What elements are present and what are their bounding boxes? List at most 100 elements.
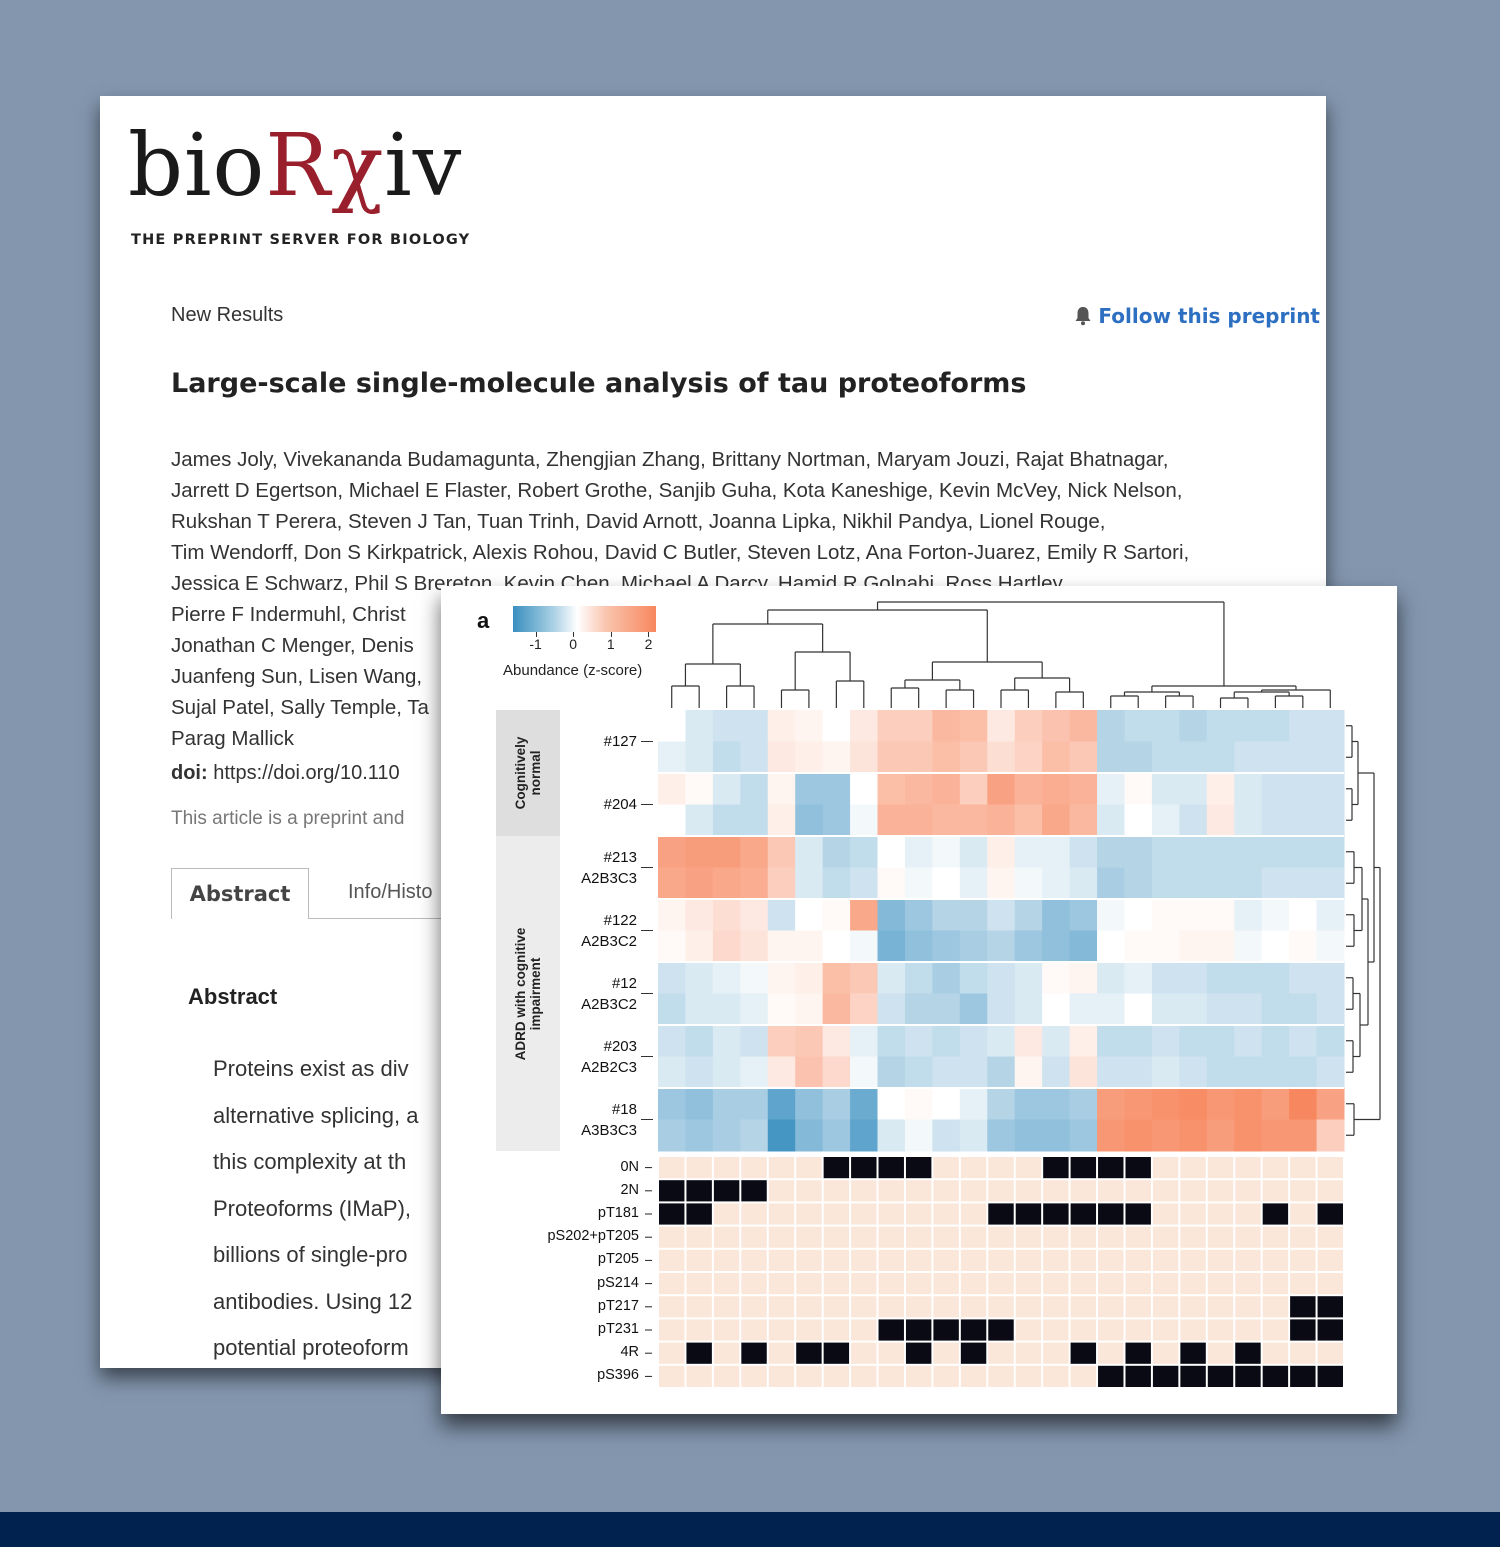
- heatmap-cell: [1069, 773, 1098, 805]
- group-label: ADRD with cognitive impairment: [513, 927, 543, 1060]
- colorbar-tick: [648, 632, 650, 637]
- heatmap-cell: [712, 741, 741, 774]
- biorxiv-logo[interactable]: bioRχiv: [128, 116, 463, 216]
- heatmap-cell: [1234, 710, 1263, 742]
- heatmap-cell: [685, 741, 714, 774]
- feature-cell: [1152, 1365, 1179, 1387]
- heatmap-cell: [795, 741, 824, 774]
- feature-cell: [1207, 1157, 1234, 1179]
- feature-cell: [686, 1342, 712, 1364]
- feature-cell: [960, 1157, 987, 1179]
- feature-cell: [851, 1180, 877, 1202]
- heatmap-cell: [1042, 867, 1071, 900]
- heatmap-cell: [767, 773, 796, 805]
- heatmap-cell: [740, 741, 769, 774]
- heatmap-cell: [712, 836, 741, 868]
- feature-cell: [1262, 1365, 1289, 1387]
- heatmap-cell: [1097, 1056, 1125, 1089]
- heatmap-cell: [1014, 962, 1043, 994]
- heatmap-cell: [1289, 1025, 1318, 1057]
- heatmap-cell: [767, 1056, 796, 1089]
- feature-cell: [1125, 1365, 1151, 1387]
- heatmap-cell: [1124, 1025, 1153, 1057]
- feature-cell: [1317, 1273, 1343, 1295]
- feature-cell: [933, 1273, 959, 1295]
- heatmap-cell: [1234, 836, 1263, 868]
- heatmap-cell: [932, 993, 961, 1026]
- feature-cell: [1070, 1365, 1097, 1387]
- feature-cell: [878, 1157, 904, 1179]
- feature-label: pT231: [597, 1321, 639, 1337]
- feature-cell: [960, 1180, 987, 1202]
- feature-cell: [1317, 1203, 1343, 1225]
- feature-cell: [796, 1180, 822, 1202]
- heatmap-cell: [1042, 1025, 1071, 1057]
- heatmap-cell: [685, 993, 714, 1026]
- heatmap-cell: [1014, 773, 1043, 805]
- feature-cell: [741, 1296, 767, 1318]
- feature-cell: [741, 1342, 767, 1364]
- heatmap-cell: [685, 1025, 714, 1057]
- heatmap-cell: [1069, 1088, 1098, 1120]
- heatmap-cell: [959, 710, 988, 742]
- feature-cell: [659, 1342, 685, 1364]
- heatmap-cell: [1069, 1056, 1098, 1089]
- heatmap-cell: [987, 867, 1016, 900]
- feature-cell: [1207, 1180, 1234, 1202]
- feature-cell: [741, 1319, 767, 1341]
- feature-cell: [713, 1249, 740, 1271]
- author-line: James Joly, Vivekananda Budamagunta, Zhe…: [171, 448, 1169, 471]
- feature-cell: [988, 1157, 1014, 1179]
- heatmap-cell: [1179, 867, 1208, 900]
- feature-cell: [1290, 1203, 1316, 1225]
- heatmap-cell: [1124, 1088, 1153, 1120]
- heatmap-cell: [1124, 773, 1153, 805]
- feature-cell: [1098, 1180, 1124, 1202]
- abstract-text: Proteins exist as div alternative splici…: [213, 1046, 418, 1368]
- feature-cell: [851, 1249, 877, 1271]
- heatmap-cell: [740, 1119, 769, 1152]
- feature-cell: [768, 1319, 795, 1341]
- feature-cell: [1125, 1319, 1151, 1341]
- follow-preprint-link[interactable]: Follow this preprint: [1074, 304, 1320, 328]
- heatmap-cell: [959, 1056, 988, 1089]
- feature-cell: [1317, 1365, 1343, 1387]
- heatmap-cell: [959, 867, 988, 900]
- feature-cell: [1125, 1273, 1151, 1295]
- feature-cell: [933, 1249, 959, 1271]
- heatmap-cell: [1261, 773, 1290, 805]
- heatmap-cell: [1179, 836, 1208, 868]
- heatmap-cell: [1316, 930, 1345, 963]
- feature-cell: [823, 1249, 850, 1271]
- heatmap-cell: [1097, 741, 1125, 774]
- heatmap-cell: [1206, 899, 1235, 931]
- heatmap-cell: [1179, 993, 1208, 1026]
- doi-link[interactable]: https://doi.org/10.110: [213, 762, 400, 784]
- feature-cell: [823, 1180, 850, 1202]
- feature-cell: [1152, 1180, 1179, 1202]
- abstract-line: potential proteoform: [213, 1335, 409, 1360]
- feature-cell: [796, 1365, 822, 1387]
- panel-label: a: [477, 608, 490, 633]
- feature-cell: [1235, 1365, 1261, 1387]
- feature-cell: [988, 1342, 1014, 1364]
- feature-cell: [713, 1157, 740, 1179]
- feature-cell: [878, 1342, 904, 1364]
- feature-cell: [741, 1157, 767, 1179]
- tab-abstract[interactable]: Abstract: [171, 868, 309, 919]
- heatmap-cell: [932, 962, 961, 994]
- heatmap-cell: [959, 836, 988, 868]
- colorbar-tick-labels: -1 0 1 2: [513, 636, 656, 654]
- feature-cell: [1125, 1180, 1151, 1202]
- feature-cell: [686, 1319, 712, 1341]
- heatmap-cell: [987, 1025, 1016, 1057]
- heatmap-cell: [877, 836, 906, 868]
- abstract-line: antibodies. Using 12: [213, 1288, 413, 1314]
- heatmap-cell: [959, 1119, 988, 1152]
- heatmap-cell: [1151, 1088, 1180, 1120]
- heatmap-cell: [1261, 962, 1290, 994]
- heatmap-cell: [712, 1056, 741, 1089]
- heatmap-cell: [712, 773, 741, 805]
- heatmap-cell: [877, 1025, 906, 1057]
- tab-info-history[interactable]: Info/Histo: [348, 881, 433, 903]
